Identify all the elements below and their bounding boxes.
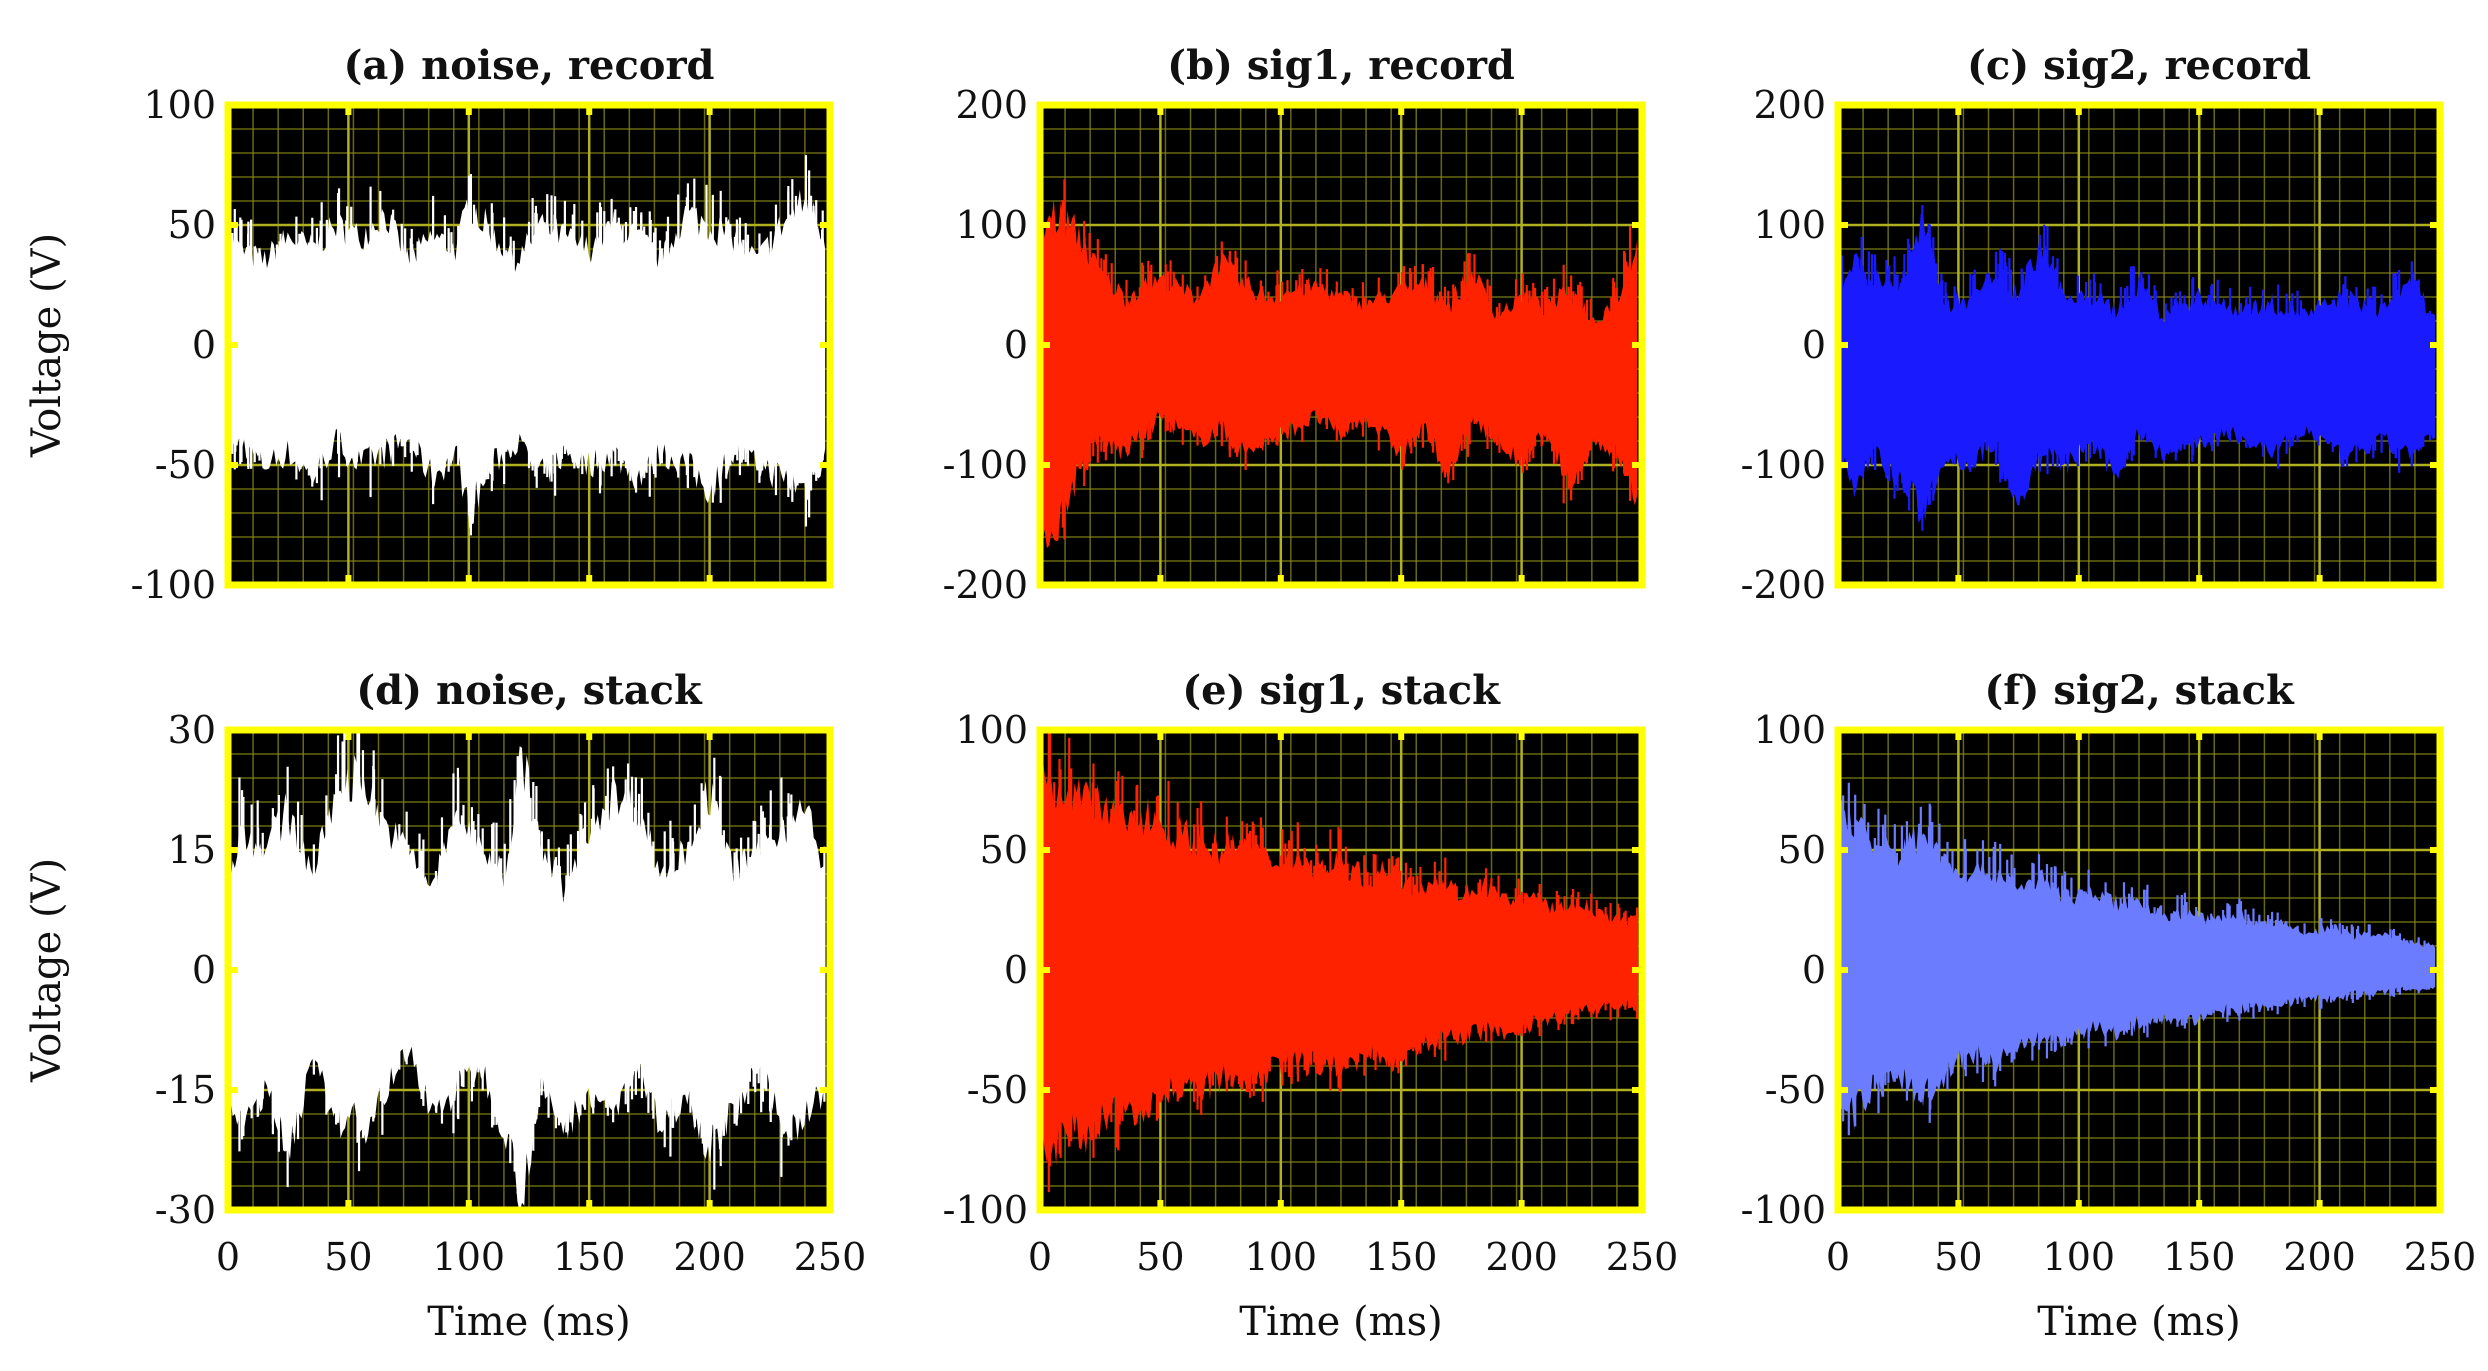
x-tick-label: 250 <box>794 1235 867 1279</box>
signal-spikes <box>230 155 824 536</box>
panel-title: (c) sig2, record <box>1967 42 2311 89</box>
frame-ticks <box>228 105 830 585</box>
y-tick-label: 0 <box>1802 948 1826 992</box>
y-tick-label: 100 <box>143 83 216 127</box>
y-tick-label: -50 <box>967 1068 1028 1112</box>
x-tick-label: 0 <box>1826 1235 1850 1279</box>
y-tick-label: 100 <box>1753 708 1826 752</box>
panel-b: (b) sig1, record 200 100 0 -100 -200 <box>943 42 1646 607</box>
y-tick-label: 0 <box>1802 323 1826 367</box>
y-tick-label: -100 <box>943 443 1028 487</box>
y-tick-label: -100 <box>1741 443 1826 487</box>
x-tick-label: 50 <box>324 1235 372 1279</box>
panel-title: (e) sig1, stack <box>1182 667 1501 714</box>
y-tick-label: -100 <box>1741 1188 1826 1232</box>
y-tick-label: 50 <box>1778 828 1826 872</box>
y-tick-label: -100 <box>131 563 216 607</box>
x-tick-label: 0 <box>1028 1235 1052 1279</box>
frame-ticks <box>1040 105 1642 585</box>
x-tick-label: 50 <box>1934 1235 1982 1279</box>
y-tick-label: 0 <box>192 323 216 367</box>
x-tick-label: 150 <box>2163 1235 2236 1279</box>
y-tick-label: 200 <box>1753 83 1826 127</box>
y-tick-label: 50 <box>980 828 1028 872</box>
x-axis-label: Time (ms) <box>1239 1299 1442 1345</box>
y-tick-label: 100 <box>955 708 1028 752</box>
x-tick-label: 200 <box>673 1235 746 1279</box>
frame-ticks <box>228 730 830 1210</box>
y-tick-label: 15 <box>168 828 216 872</box>
y-tick-label: -200 <box>1741 563 1826 607</box>
x-axis-label: Time (ms) <box>427 1299 630 1345</box>
y-tick-label: -15 <box>155 1068 216 1112</box>
x-tick-label: 250 <box>1606 1235 1679 1279</box>
panel-title: (d) noise, stack <box>356 667 703 714</box>
y-axis-label: Voltage (V) <box>24 858 70 1083</box>
x-tick-label: 150 <box>553 1235 626 1279</box>
x-tick-label: 100 <box>1245 1235 1318 1279</box>
x-tick-label: 0 <box>216 1235 240 1279</box>
signal-spikes <box>1040 730 1639 1193</box>
y-tick-label: -50 <box>1765 1068 1826 1112</box>
panel-a: (a) noise, record 100 50 0 -50 -100 Voltage (V… <box>24 42 834 607</box>
signal-area <box>1040 199 1638 548</box>
y-tick-label: -30 <box>155 1188 216 1232</box>
x-tick-label: 250 <box>2404 1235 2477 1279</box>
x-tick-label: 150 <box>1365 1235 1438 1279</box>
y-tick-label: 100 <box>1753 203 1826 247</box>
y-tick-label: 0 <box>1004 323 1028 367</box>
y-tick-label: -50 <box>155 443 216 487</box>
signal-spikes <box>1040 179 1632 541</box>
y-tick-label: 30 <box>168 708 216 752</box>
frame-ticks <box>1838 105 2440 585</box>
panel-title: (a) noise, record <box>343 42 714 89</box>
signal-spikes <box>1841 782 2431 1136</box>
x-tick-label: 200 <box>2283 1235 2356 1279</box>
signal-area <box>228 746 826 1210</box>
y-tick-label: 200 <box>955 83 1028 127</box>
y-tick-label: -200 <box>943 563 1028 607</box>
frame-ticks <box>1838 730 2440 1210</box>
y-tick-label: 100 <box>955 203 1028 247</box>
panel-c: (c) sig2, record 200 100 0 -100 -200 <box>1741 42 2444 607</box>
y-axis-label: Voltage (V) <box>24 233 70 458</box>
x-tick-label: 200 <box>1485 1235 1558 1279</box>
signal-spikes <box>238 730 826 1195</box>
panel-title: (b) sig1, record <box>1167 42 1515 89</box>
x-tick-label: 100 <box>2043 1235 2116 1279</box>
panel-title: (f) sig2, stack <box>1984 667 2295 714</box>
signal-area <box>1838 806 2436 1130</box>
frame-ticks <box>1040 730 1642 1210</box>
signal-area <box>228 189 826 529</box>
x-tick-label: 100 <box>433 1235 506 1279</box>
y-tick-label: -100 <box>943 1188 1028 1232</box>
y-tick-label: 0 <box>1004 948 1028 992</box>
y-tick-label: 50 <box>168 203 216 247</box>
y-tick-label: 0 <box>192 948 216 992</box>
x-tick-label: 50 <box>1136 1235 1184 1279</box>
signal-spikes <box>1841 205 2432 531</box>
x-axis-label: Time (ms) <box>2037 1299 2240 1345</box>
